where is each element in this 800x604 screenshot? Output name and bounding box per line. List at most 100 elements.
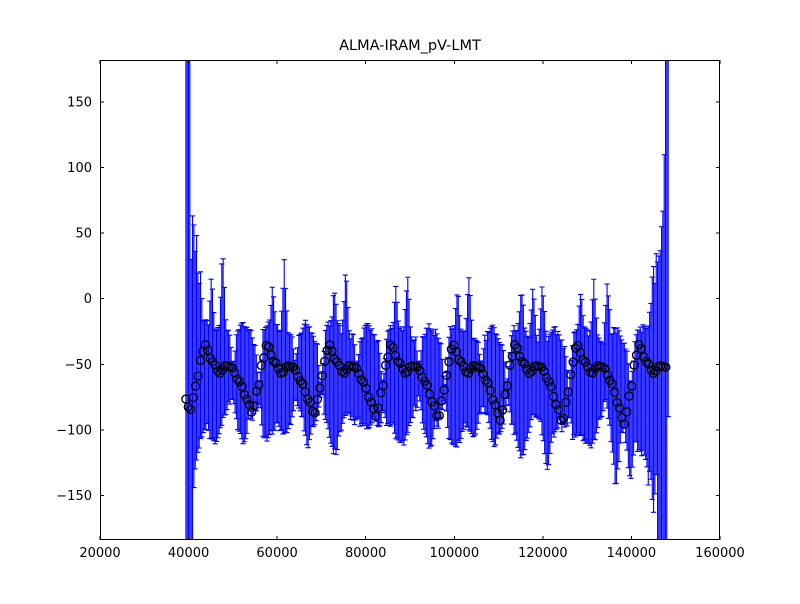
data-point-marker [212,366,223,376]
data-point-marker [644,359,654,369]
y-tick-label: −100 [56,423,92,438]
data-point-marker [549,391,559,402]
data-point-marker [495,415,505,426]
data-point-marker [475,363,486,374]
data-point-marker [648,368,659,379]
x-tick-label: 20000 [79,546,120,561]
data-point-marker [268,356,279,366]
x-tick-label: 80000 [345,546,386,561]
data-point-marker [324,340,335,350]
data-point-marker [315,383,325,393]
data-point-marker [587,368,598,378]
data-point-marker [558,413,569,424]
data-point-marker [359,377,369,387]
x-tick-label: 40000 [168,546,209,561]
data-point-marker [271,358,281,368]
data-point-marker [351,363,362,373]
data-point-marker [597,362,608,372]
data-point-marker [480,375,491,385]
data-point-marker [651,366,661,376]
data-point-marker [402,367,413,377]
data-point-marker [354,368,364,379]
data-point-marker [312,394,323,404]
data-point-marker [246,407,257,417]
data-point-marker [661,362,671,372]
plot-border [100,60,720,540]
data-point-marker [519,359,530,369]
data-point-marker [395,358,405,369]
data-point-marker [329,354,340,364]
data-point-marker [239,390,250,400]
x-tick-label: 120000 [518,546,568,561]
data-point-marker [624,391,634,401]
data-point-marker [517,356,527,367]
data-point-marker [636,344,647,354]
data-point-marker [210,360,220,370]
data-point-marker [441,370,452,380]
data-point-marker [380,360,391,370]
data-point-marker [337,366,347,377]
data-point-marker [295,376,306,386]
data-point-marker [436,396,447,406]
data-point-marker [544,376,554,387]
errorbar-series [185,60,671,540]
data-point-marker [497,405,508,415]
data-point-marker [514,351,525,362]
axis-ticks [99,60,721,540]
data-point-marker [607,379,617,389]
plot-data-region [181,60,671,540]
data-point-marker [639,352,649,362]
data-point-marker [485,385,496,396]
data-point-marker [478,369,488,379]
y-tick-label: 150 [67,96,92,111]
data-point-marker [229,368,240,378]
data-point-marker [385,340,396,350]
data-point-marker [190,381,201,391]
data-point-marker [500,389,510,400]
data-point-marker [551,399,561,410]
data-point-marker [629,360,639,370]
data-point-marker [320,356,330,366]
x-tick-label: 140000 [607,546,657,561]
data-point-marker [561,397,571,407]
data-point-marker [626,381,637,391]
data-point-marker [546,382,556,392]
data-point-marker [310,407,320,418]
data-point-marker [602,370,612,380]
data-point-series [181,339,671,429]
data-point-marker [249,401,259,411]
data-point-marker [429,401,440,411]
data-point-marker [434,410,444,421]
y-tick-label: 0 [84,292,92,307]
y-tick-label: 50 [75,227,92,242]
data-point-marker [566,369,576,380]
data-point-marker [556,415,566,425]
data-point-marker [553,405,564,415]
data-point-marker [512,343,522,353]
data-point-marker [278,367,289,377]
data-point-marker [622,407,632,417]
data-point-marker [254,380,264,390]
data-point-marker [327,346,337,356]
data-point-marker [361,383,371,394]
data-point-marker [609,387,620,398]
data-point-marker [183,402,194,412]
data-point-marker [444,357,454,367]
data-point-marker [488,395,498,405]
data-point-marker [490,400,500,410]
data-point-marker [237,381,247,392]
data-point-marker [234,376,245,387]
data-point-marker [232,374,242,384]
data-point-marker [619,419,630,429]
data-point-marker [505,360,515,370]
data-point-marker [527,366,537,376]
data-point-marker [563,387,574,397]
data-point-marker [334,361,345,371]
data-point-marker [242,394,252,405]
data-point-marker [188,392,198,403]
x-tick-label: 100000 [429,546,479,561]
data-point-marker [203,345,213,355]
data-point-marker [195,355,206,366]
